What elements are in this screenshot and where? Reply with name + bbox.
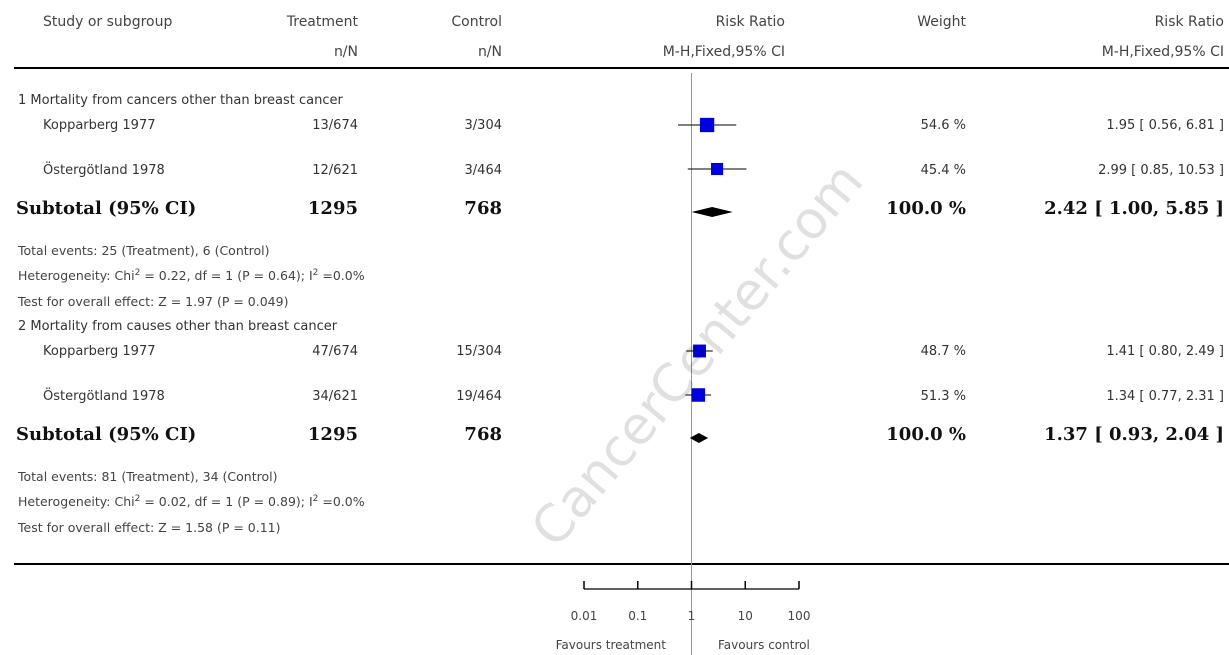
study-control: 3/464 <box>464 163 502 178</box>
header-risk-ratio-method-2: M-H,Fixed,95% CI <box>1101 44 1224 60</box>
study-point <box>711 162 724 176</box>
study-name: Kopparberg 1977 <box>43 118 156 133</box>
header-rule <box>14 67 1229 69</box>
favours-treatment-label: Favours treatment <box>555 638 666 652</box>
group-title: 2 Mortality from causes other than breas… <box>18 319 338 334</box>
header-weight: Weight <box>917 14 966 30</box>
header-treatment: Treatment <box>286 14 358 30</box>
subtotal-weight: 100.0 % <box>886 424 966 445</box>
favours-control-label: Favours control <box>718 638 810 652</box>
subtotal-diamond <box>689 433 709 443</box>
header-risk-ratio-2: Risk Ratio <box>1154 14 1224 30</box>
study-point <box>699 117 715 133</box>
subtotal-label: Subtotal (95% CI) <box>16 198 197 219</box>
header-risk-ratio: Risk Ratio <box>715 14 785 30</box>
x-tick-label: 1 <box>688 609 696 623</box>
study-name: Östergötland 1978 <box>43 389 165 404</box>
overall-effect: Test for overall effect: Z = 1.97 (P = 0… <box>18 294 289 309</box>
study-name: Östergötland 1978 <box>43 163 165 178</box>
x-tick-label: 0.01 <box>571 609 598 623</box>
header-risk-ratio-method: M-H,Fixed,95% CI <box>662 44 785 60</box>
study-ci: 1.41 [ 0.80, 2.49 ] <box>1106 344 1224 359</box>
study-weight: 51.3 % <box>920 389 966 404</box>
header-treatment-sub: n/N <box>333 44 358 60</box>
study-control: 19/464 <box>456 389 502 404</box>
subtotal-treatment: 1295 <box>307 198 358 219</box>
study-weight: 54.6 % <box>920 118 966 133</box>
x-tick-label: 0.1 <box>628 609 647 623</box>
subtotal-weight: 100.0 % <box>886 198 966 219</box>
study-ci: 2.99 [ 0.85, 10.53 ] <box>1098 163 1224 178</box>
study-treatment: 13/674 <box>312 118 358 133</box>
study-name: Kopparberg 1977 <box>43 344 156 359</box>
subtotal-ci: 1.37 [ 0.93, 2.04 ] <box>1044 424 1224 445</box>
subtotal-treatment: 1295 <box>307 424 358 445</box>
subtotal-label: Subtotal (95% CI) <box>16 424 197 445</box>
study-treatment: 12/621 <box>312 163 358 178</box>
header-study: Study or subgroup <box>43 14 173 30</box>
footer-rule <box>14 563 1229 565</box>
header-control-sub: n/N <box>477 44 502 60</box>
heterogeneity: Heterogeneity: Chi2 = 0.02, df = 1 (P = … <box>18 494 365 510</box>
study-treatment: 47/674 <box>312 344 358 359</box>
study-weight: 48.7 % <box>920 344 966 359</box>
subtotal-control: 768 <box>464 424 502 445</box>
overall-effect: Test for overall effect: Z = 1.58 (P = 0… <box>18 520 281 535</box>
total-events: Total events: 81 (Treatment), 34 (Contro… <box>18 469 278 484</box>
subtotal-diamond <box>691 207 733 217</box>
x-tick-label: 100 <box>788 609 811 623</box>
study-control: 3/304 <box>464 118 502 133</box>
study-weight: 45.4 % <box>920 163 966 178</box>
study-control: 15/304 <box>456 344 502 359</box>
study-treatment: 34/621 <box>312 389 358 404</box>
subtotal-ci: 2.42 [ 1.00, 5.85 ] <box>1044 198 1224 219</box>
subtotal-control: 768 <box>464 198 502 219</box>
group-title: 1 Mortality from cancers other than brea… <box>18 93 343 108</box>
header-control: Control <box>451 14 502 30</box>
study-point <box>691 388 706 402</box>
total-events: Total events: 25 (Treatment), 6 (Control… <box>18 243 270 258</box>
study-ci: 1.95 [ 0.56, 6.81 ] <box>1106 118 1224 133</box>
study-ci: 1.34 [ 0.77, 2.31 ] <box>1106 389 1224 404</box>
heterogeneity: Heterogeneity: Chi2 = 0.22, df = 1 (P = … <box>18 268 365 284</box>
x-tick-label: 10 <box>738 609 753 623</box>
study-point <box>693 344 706 358</box>
